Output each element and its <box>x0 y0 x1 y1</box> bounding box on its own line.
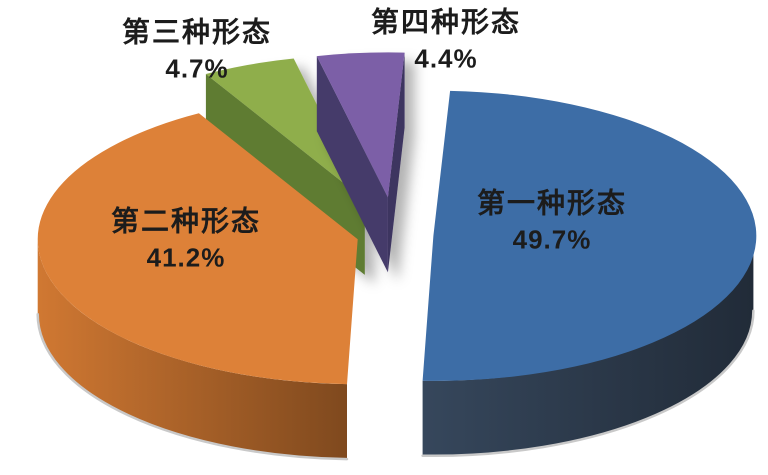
slice-rim <box>37 239 347 460</box>
slice-percentage: 4.7% <box>165 53 229 84</box>
slice-percentage: 41.2% <box>146 242 226 273</box>
slice-cut-face <box>387 52 405 273</box>
slice-bottom-edge <box>421 309 755 458</box>
slice-top-face <box>37 113 358 385</box>
slice-name: 第二种形态 <box>110 205 262 237</box>
slice-label-orange: 第二种形态 41.2% <box>111 203 261 274</box>
slice-percentage: 49.7% <box>512 224 592 255</box>
slice-top-face <box>316 52 405 198</box>
pie-slice-2 <box>36 113 358 461</box>
pie-slice-1 <box>421 90 757 458</box>
pie-slice-4 <box>316 52 405 273</box>
slice-rim <box>422 235 754 456</box>
slice-label-green: 第三种形态 4.7% <box>122 14 272 85</box>
slice-name: 第一种形态 <box>476 187 628 219</box>
slice-percentage: 4.4% <box>414 43 478 74</box>
slice-top-face <box>422 90 757 381</box>
slice-top-face <box>205 58 365 200</box>
slice-label-blue: 第一种形态 49.7% <box>477 185 627 256</box>
slice-name: 第三种形态 <box>121 16 273 48</box>
slice-cut-face <box>316 56 388 273</box>
slice-name: 第四种形态 <box>370 6 522 38</box>
slice-label-purple: 第四种形态 4.4% <box>371 4 521 75</box>
slice-bottom-edge <box>36 312 349 461</box>
